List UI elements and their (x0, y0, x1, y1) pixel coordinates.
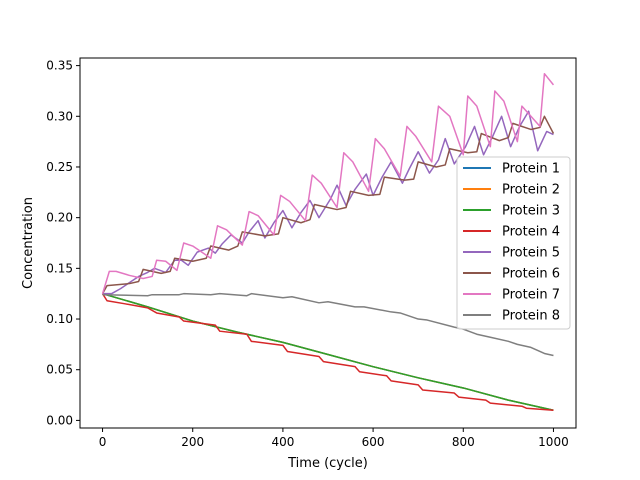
x-axis: 0 200 400 600 800 1000 (99, 428, 569, 449)
legend-label-protein-8: Protein 8 (502, 309, 560, 324)
legend-label-protein-2: Protein 2 (502, 183, 560, 198)
x-tick-label: 200 (181, 435, 204, 449)
y-tick-label: 0.00 (46, 413, 73, 427)
series-line-protein-4 (101, 293, 554, 412)
series-line-protein-6 (101, 115, 555, 295)
legend-label-protein-1: Protein 1 (502, 162, 560, 177)
y-tick-label: 0.20 (46, 211, 73, 225)
x-tick-label: 800 (452, 435, 475, 449)
y-tick-label: 0.30 (46, 109, 73, 123)
legend: Protein 1 Protein 2 Protein 3 Protein 4 Prot… (456, 156, 571, 330)
series-line-protein-8 (102, 292, 554, 357)
y-tick-label: 0.10 (46, 312, 73, 326)
x-tick-label: 400 (271, 435, 294, 449)
legend-label-protein-5: Protein 5 (502, 246, 560, 261)
y-tick-label: 0.15 (46, 261, 73, 275)
legend-label-protein-6: Protein 6 (502, 267, 560, 282)
legend-box (456, 156, 571, 330)
legend-label-protein-7: Protein 7 (502, 288, 560, 303)
y-tick-label: 0.35 (46, 59, 73, 73)
series-line-protein-3 (102, 292, 554, 411)
plot-lines (101, 72, 555, 412)
series-line-protein-7 (101, 72, 555, 294)
legend-label-protein-4: Protein 4 (502, 225, 560, 240)
y-axis-label: Concentration (21, 197, 36, 289)
legend-label-protein-3: Protein 3 (502, 204, 560, 219)
y-tick-label: 0.25 (46, 160, 73, 174)
y-axis: 0.00 0.05 0.10 0.15 0.20 0.25 0.30 0.35 (46, 59, 80, 427)
x-tick-label: 1000 (538, 435, 569, 449)
y-tick-label: 0.05 (46, 363, 73, 377)
x-tick-label: 0 (99, 435, 107, 449)
plot-frame (79, 57, 577, 429)
x-axis-label: Time (cycle) (287, 456, 368, 471)
x-tick-label: 600 (362, 435, 385, 449)
